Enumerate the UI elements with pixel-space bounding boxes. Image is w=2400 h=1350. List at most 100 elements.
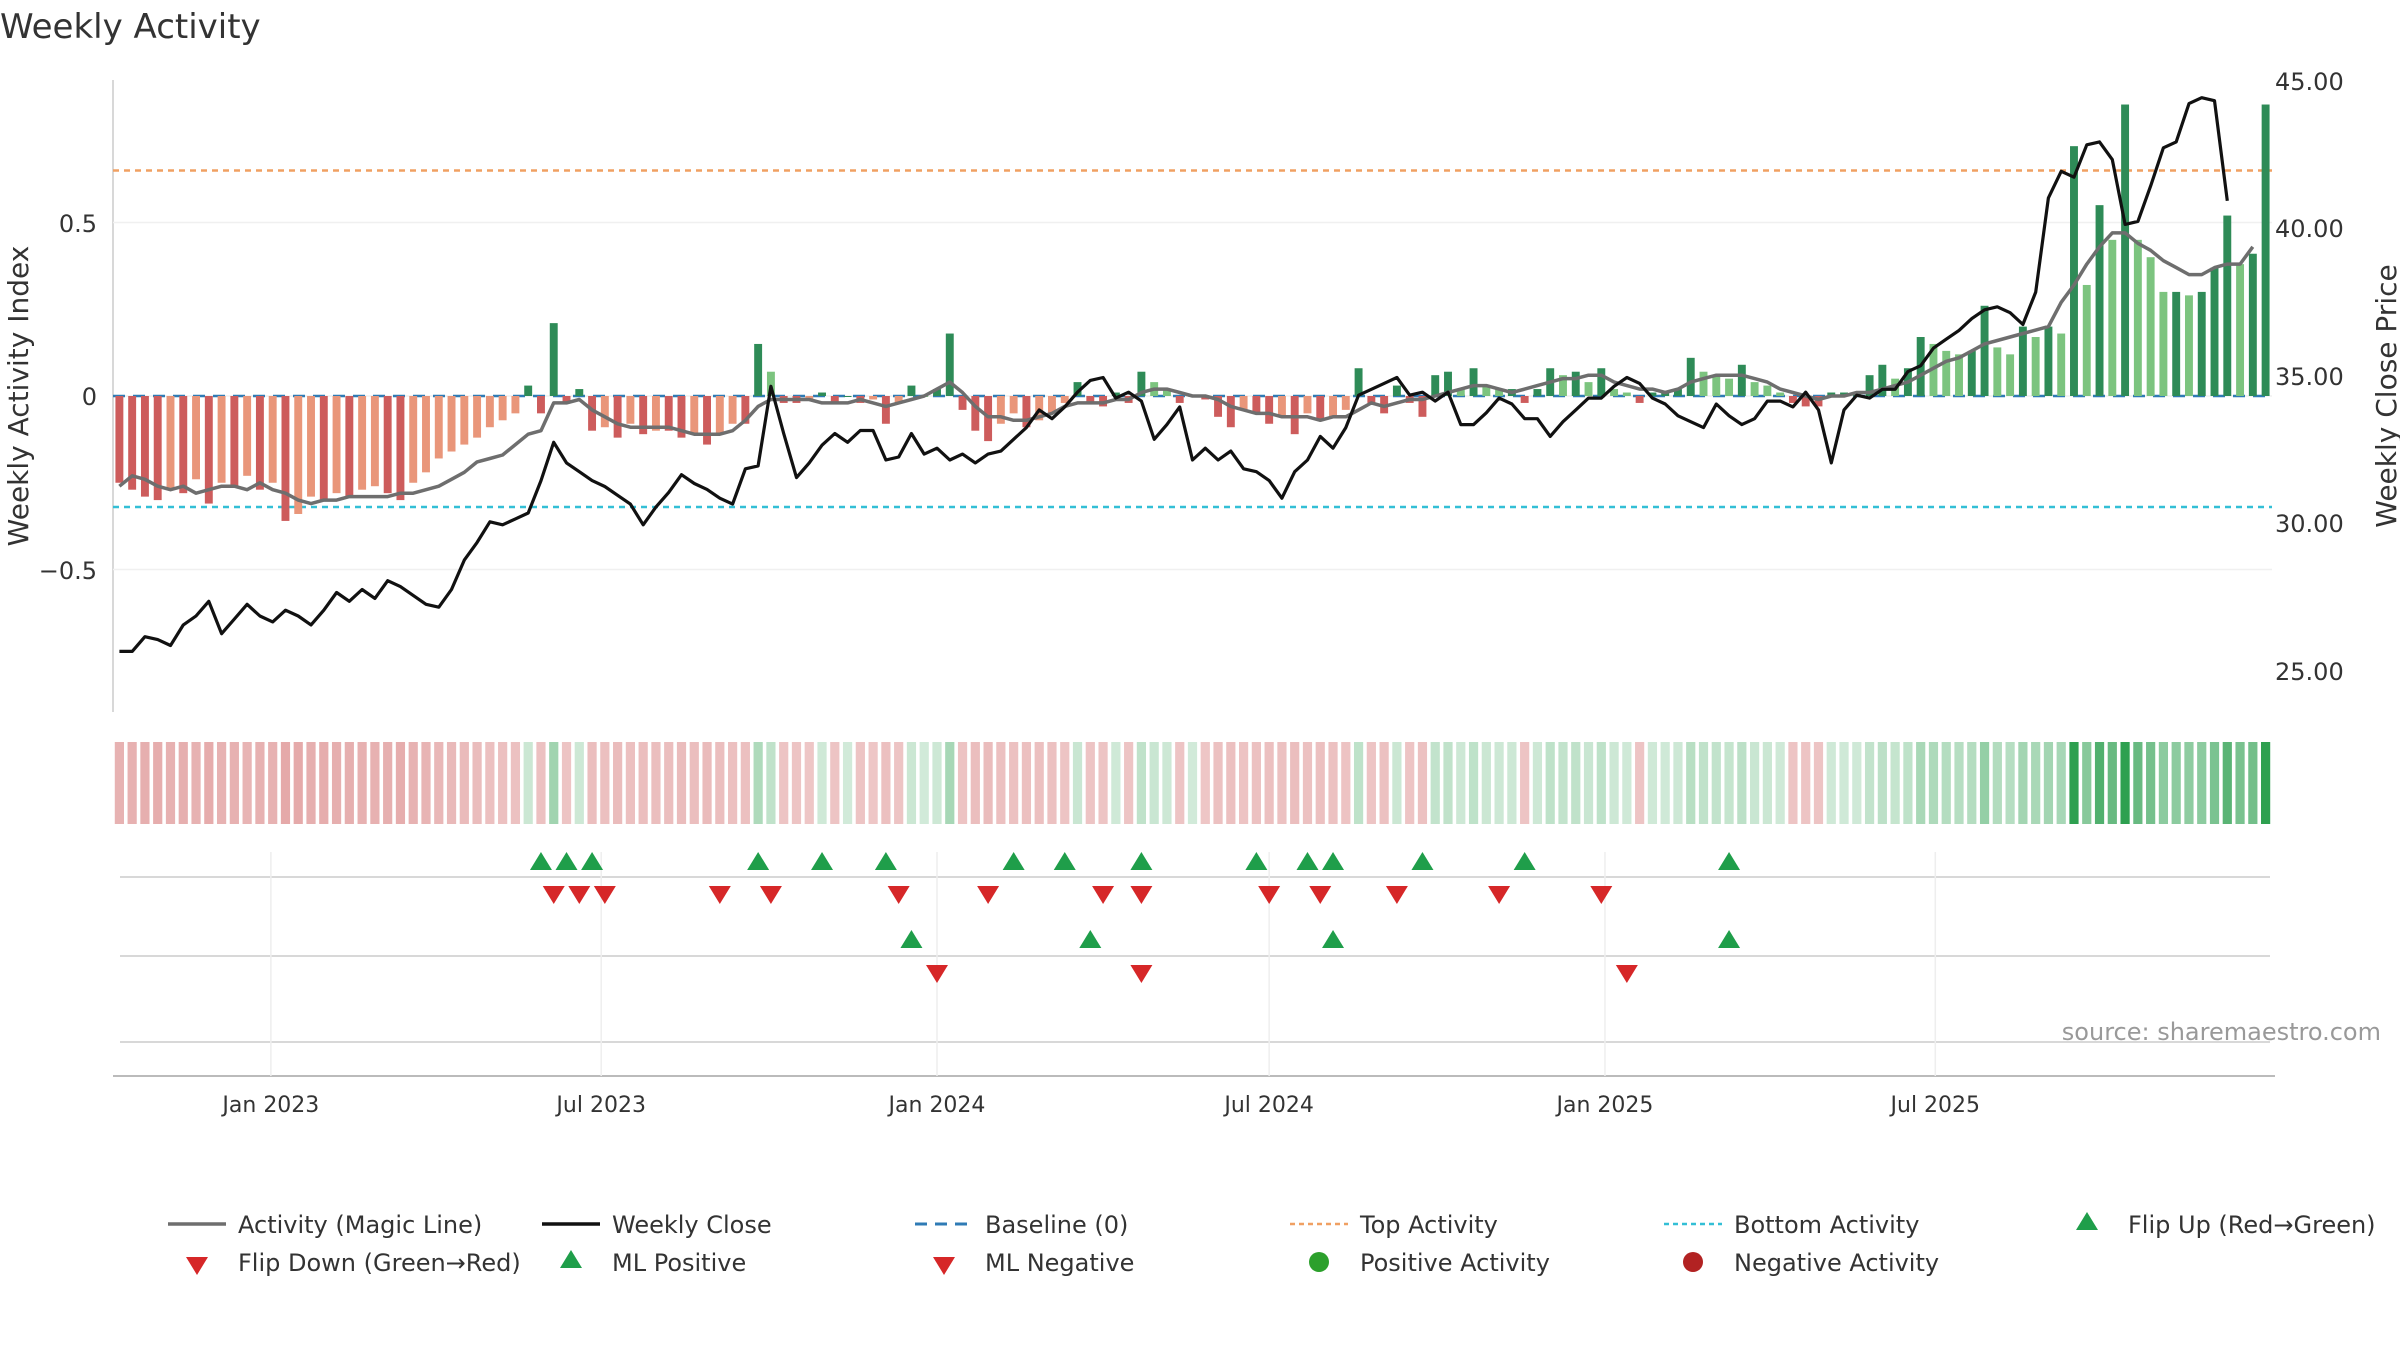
heat-strip-cell bbox=[1226, 742, 1236, 824]
activity-bar bbox=[958, 396, 967, 410]
flip-up-marker bbox=[1322, 852, 1345, 870]
x-tick-label: Jan 2023 bbox=[220, 1093, 319, 1118]
heat-strip-cell bbox=[881, 742, 891, 824]
heat-strip-cell bbox=[957, 742, 968, 824]
activity-bar bbox=[1495, 389, 1504, 396]
heat-strip-cell bbox=[830, 742, 840, 824]
activity-bar bbox=[1367, 396, 1376, 403]
heat-strip-cell bbox=[1558, 742, 1568, 824]
flip-down-marker bbox=[568, 886, 591, 904]
activity-bar bbox=[2057, 333, 2066, 396]
heat-strip-cell bbox=[2133, 742, 2143, 824]
activity-bar bbox=[1277, 396, 1286, 417]
heat-strip-cell bbox=[408, 742, 418, 824]
activity-bar bbox=[370, 396, 379, 487]
activity-bar bbox=[549, 323, 558, 396]
heat-strip-cell bbox=[1609, 742, 1619, 824]
flip-up-marker bbox=[555, 852, 578, 870]
heat-strip-cell bbox=[613, 742, 623, 824]
activity-bar bbox=[1942, 350, 1951, 396]
activity-bar bbox=[626, 396, 635, 424]
legend-negative-activity-label: Negative Activity bbox=[1734, 1249, 1939, 1277]
heat-strip-cell bbox=[1532, 742, 1543, 824]
activity-bar bbox=[2261, 104, 2270, 397]
activity-bar bbox=[1686, 357, 1695, 396]
heat-strip-cell bbox=[587, 742, 597, 824]
flip-up-marker bbox=[529, 852, 552, 870]
heat-strip-cell bbox=[1813, 742, 1824, 824]
legend-positive-activity-swatch bbox=[1309, 1252, 1329, 1272]
flip-up-marker bbox=[1130, 852, 1153, 870]
heat-strip-cell bbox=[191, 742, 201, 824]
left-tick-0: 0.5 bbox=[59, 210, 97, 238]
activity-bar bbox=[996, 396, 1005, 424]
activity-bar bbox=[651, 396, 660, 431]
heat-strip-cell bbox=[1481, 742, 1491, 824]
activity-bar bbox=[1737, 364, 1746, 396]
x-tick-label: Jul 2024 bbox=[1222, 1093, 1314, 1118]
activity-bar bbox=[255, 396, 264, 490]
heat-strip-cell bbox=[242, 742, 252, 824]
activity-bar bbox=[166, 396, 175, 490]
heat-strip-cell bbox=[1647, 742, 1658, 824]
activity-bar bbox=[2095, 205, 2104, 396]
activity-bar bbox=[1022, 396, 1031, 428]
heat-strip-cell bbox=[1775, 742, 1785, 824]
activity-bar bbox=[1035, 396, 1044, 421]
heat-strip-cell bbox=[1660, 742, 1670, 824]
flip-down-marker bbox=[542, 886, 565, 904]
heat-strip-cell bbox=[268, 742, 278, 824]
heat-strip-cell bbox=[996, 742, 1006, 824]
activity-bar bbox=[1750, 382, 1759, 396]
heat-strip-cell bbox=[1941, 742, 1951, 824]
legend-flip-down-green-red-label: Flip Down (Green→Red) bbox=[238, 1249, 521, 1277]
heat-strip-cell bbox=[1136, 742, 1146, 824]
heat-strip-cell bbox=[2056, 742, 2066, 824]
flip-down-marker bbox=[1385, 886, 1408, 904]
heat-strip-cell bbox=[1967, 742, 1977, 824]
activity-bar bbox=[907, 385, 916, 396]
activity-bar bbox=[2070, 146, 2078, 396]
activity-bar bbox=[524, 385, 533, 396]
legend-flip-down-green-red-swatch bbox=[186, 1257, 208, 1275]
activity-bar bbox=[1776, 392, 1785, 396]
activity-bar bbox=[2146, 257, 2155, 396]
activity-bar bbox=[1175, 396, 1184, 403]
activity-bar bbox=[396, 396, 405, 501]
activity-bar bbox=[2044, 326, 2053, 396]
heat-strip-cell bbox=[370, 742, 380, 824]
heat-strip-cell bbox=[1711, 742, 1721, 824]
activity-bar bbox=[217, 396, 226, 483]
activity-bar bbox=[2018, 326, 2027, 396]
flip-down-marker bbox=[1130, 886, 1153, 904]
legend-flip-up-red-green-swatch bbox=[2076, 1212, 2098, 1230]
activity-bar bbox=[1009, 396, 1018, 414]
heat-strip-cell bbox=[498, 742, 508, 824]
activity-bar bbox=[1239, 396, 1248, 410]
right-tick-2: 35.00 bbox=[2275, 363, 2344, 391]
heat-strip-cell bbox=[1187, 742, 1198, 824]
ml-positive-marker bbox=[1322, 930, 1345, 948]
activity-bar bbox=[1520, 396, 1529, 403]
heat-strip-cell bbox=[1635, 742, 1645, 824]
heat-strip-cell bbox=[1034, 742, 1044, 824]
heat-strip-cell bbox=[1852, 742, 1862, 824]
heat-strip-cell bbox=[383, 742, 393, 824]
activity-bar bbox=[1431, 375, 1440, 396]
activity-bar bbox=[1980, 305, 1989, 396]
legend-weekly-close-label: Weekly Close bbox=[612, 1211, 772, 1239]
flip-up-marker bbox=[1411, 852, 1434, 870]
activity-bar bbox=[1354, 368, 1363, 396]
activity-bar bbox=[2223, 215, 2232, 396]
heat-strip-cell bbox=[2171, 742, 2181, 824]
activity-bar bbox=[2248, 253, 2257, 396]
activity-bar bbox=[1444, 371, 1452, 396]
activity-bar bbox=[805, 396, 814, 400]
legend-flip-up-red-green-label: Flip Up (Red→Green) bbox=[2128, 1211, 2376, 1239]
right-axis-label: Weekly Close Price bbox=[2370, 264, 2400, 527]
left-axis-label: Weekly Activity Index bbox=[2, 246, 35, 547]
heat-strip-cell bbox=[1826, 742, 1836, 824]
legend-activity-magic-line-label: Activity (Magic Line) bbox=[238, 1211, 482, 1239]
activity-bar bbox=[2172, 291, 2181, 396]
activity-bar bbox=[1674, 389, 1682, 396]
